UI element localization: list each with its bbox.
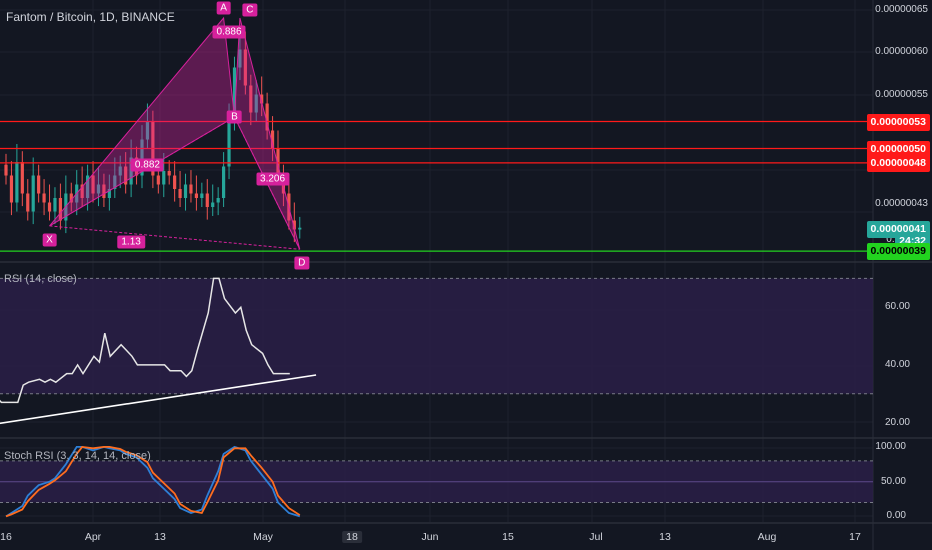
candle-body	[91, 175, 95, 194]
candle-body	[47, 202, 52, 212]
candle-body	[216, 198, 220, 203]
candle-body	[118, 166, 122, 176]
candle-body	[102, 184, 106, 198]
pattern-ratio-line	[49, 225, 300, 250]
pattern-bcd-triangle	[233, 17, 301, 250]
candle-body	[260, 94, 264, 104]
candle-body	[232, 67, 237, 122]
candle-body	[15, 162, 19, 203]
grid-lines	[0, 0, 873, 522]
candle-body	[222, 166, 226, 198]
candle-body	[9, 175, 14, 203]
candle-body	[124, 166, 128, 185]
candle-body	[156, 175, 160, 185]
candle-body	[20, 162, 24, 194]
candle-body	[145, 121, 150, 140]
pattern-ratio-line	[49, 116, 235, 227]
candle-body	[4, 164, 8, 176]
candle-body	[162, 171, 166, 185]
candle-body	[292, 220, 296, 230]
rsi-title: RSI (14, close)	[4, 273, 77, 285]
candle-body	[238, 49, 242, 68]
candle-body	[167, 171, 171, 176]
stoch-k-line	[5, 445, 301, 518]
candle-body	[249, 85, 253, 113]
rsi-trendline	[0, 374, 317, 425]
candle-body	[200, 193, 204, 198]
pattern-ratio-line	[234, 116, 301, 250]
candle-body	[276, 148, 280, 176]
candle-body	[107, 189, 111, 198]
candle-body	[194, 193, 198, 198]
candle-body	[96, 184, 101, 194]
rsi-band	[0, 278, 873, 394]
candle-body	[227, 121, 231, 167]
candle-body	[243, 49, 247, 86]
candle-body	[80, 184, 84, 198]
candle-body	[183, 184, 188, 198]
candle-body	[189, 184, 193, 194]
candle-body	[265, 103, 269, 131]
candle-body	[86, 175, 90, 198]
stoch-d-line	[5, 445, 301, 518]
candle-body	[205, 193, 209, 207]
candle-body	[58, 198, 62, 221]
candle-body	[42, 193, 46, 203]
candle-body	[298, 227, 302, 230]
candle-body	[37, 175, 41, 194]
candle-body	[211, 202, 215, 207]
candle-body	[178, 189, 182, 198]
candle-body	[69, 193, 73, 203]
rsi-line	[0, 277, 290, 404]
candle-body	[26, 193, 30, 212]
chart-title: Fantom / Bitcoin, 1D, BINANCE	[6, 10, 175, 24]
stoch-title: Stoch RSI (3, 3, 14, 14, close)	[4, 450, 151, 462]
candle-body	[254, 94, 258, 113]
candle-body	[270, 130, 275, 149]
candle-body	[173, 175, 177, 189]
candle-body	[53, 198, 57, 212]
candle-body	[113, 175, 117, 189]
candle-body	[140, 139, 144, 176]
candle-body	[31, 175, 35, 212]
